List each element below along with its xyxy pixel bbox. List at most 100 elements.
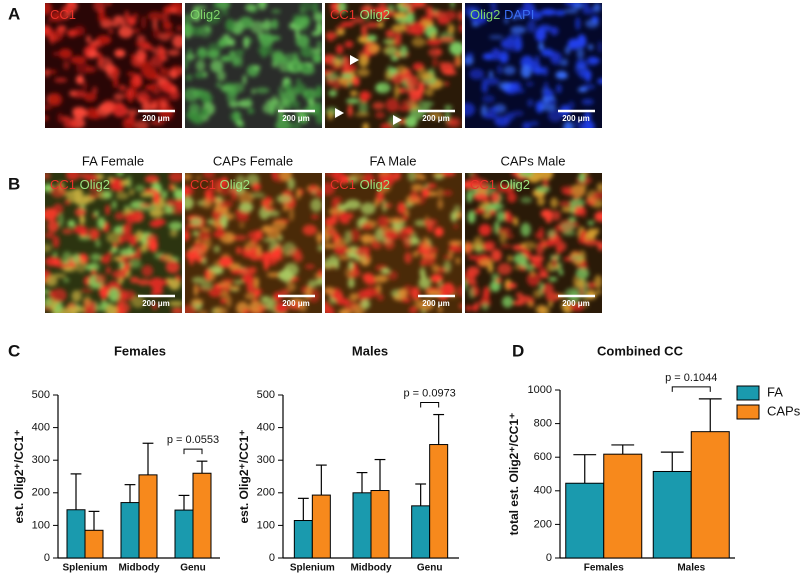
annotation: p = 0.0553 xyxy=(167,434,219,446)
cell xyxy=(437,17,451,25)
cell xyxy=(484,77,500,86)
cell xyxy=(474,301,480,310)
cell xyxy=(263,19,271,32)
cell xyxy=(200,107,209,117)
cell xyxy=(550,51,563,65)
x-tick-label: Genu xyxy=(417,563,443,573)
cell xyxy=(547,261,553,272)
cell xyxy=(152,190,161,205)
cell xyxy=(97,53,103,67)
cell xyxy=(91,269,97,275)
cell xyxy=(573,3,584,9)
cell xyxy=(540,209,553,219)
cell xyxy=(266,210,280,217)
cell xyxy=(355,247,366,257)
cell xyxy=(512,300,525,306)
cell xyxy=(554,10,566,16)
cell xyxy=(45,68,49,78)
cell xyxy=(213,230,226,239)
cell xyxy=(348,260,354,270)
cell xyxy=(345,248,355,253)
cell xyxy=(67,219,76,228)
cell xyxy=(448,245,462,253)
scale-bar-label: 200 μm xyxy=(142,299,170,308)
label-word: DAPI xyxy=(504,7,534,22)
cell xyxy=(325,258,334,269)
cell xyxy=(122,116,136,128)
cell xyxy=(229,285,241,290)
bar xyxy=(411,505,431,559)
arrowhead xyxy=(393,115,402,125)
cell xyxy=(217,282,230,287)
cell xyxy=(88,194,101,199)
significance-bracket xyxy=(671,386,711,392)
cell xyxy=(123,205,130,210)
cell xyxy=(378,3,387,10)
cell xyxy=(377,293,384,301)
cell xyxy=(496,210,506,222)
cell xyxy=(362,173,375,185)
image-label: CC1 xyxy=(50,7,76,22)
cell xyxy=(112,200,117,210)
cell xyxy=(535,242,545,255)
cell xyxy=(509,181,520,188)
micrograph: Olig2 DAPI 200 μm xyxy=(465,3,602,128)
cell xyxy=(177,25,182,32)
cell xyxy=(333,173,344,184)
cell xyxy=(467,210,476,224)
cells xyxy=(45,3,182,128)
cell xyxy=(93,3,106,13)
cell xyxy=(220,85,234,91)
cell xyxy=(420,175,426,180)
cell xyxy=(235,49,245,56)
cell xyxy=(218,256,233,268)
cell xyxy=(358,255,364,262)
cell xyxy=(172,34,182,49)
cell xyxy=(152,18,158,31)
cell xyxy=(579,120,595,128)
cell xyxy=(173,188,182,200)
cell xyxy=(106,232,122,244)
cell xyxy=(231,82,245,93)
bar xyxy=(120,502,140,559)
cell xyxy=(65,173,80,181)
cell xyxy=(569,198,585,208)
cell xyxy=(112,256,124,261)
cell xyxy=(274,302,289,313)
cell xyxy=(159,66,164,74)
cell xyxy=(124,109,140,116)
y-tick-label: 200 xyxy=(257,487,275,499)
label-word: Olig2 xyxy=(360,7,390,22)
cell xyxy=(556,84,562,94)
cell xyxy=(538,42,544,51)
cell xyxy=(168,301,182,306)
cell xyxy=(63,119,78,128)
cell xyxy=(178,4,182,12)
cell xyxy=(481,94,495,104)
cell xyxy=(85,264,95,271)
cell xyxy=(567,38,581,50)
image-label: CC1 Olig2 xyxy=(50,177,110,192)
cell xyxy=(105,204,110,216)
cell xyxy=(157,44,163,51)
cell xyxy=(45,296,52,309)
cell xyxy=(199,24,212,38)
cell xyxy=(185,196,194,210)
cell xyxy=(106,266,111,275)
cell xyxy=(226,90,237,104)
cell xyxy=(122,179,130,186)
x-tick-label: Midbody xyxy=(118,563,160,573)
cell xyxy=(52,252,58,257)
cell xyxy=(191,298,204,305)
cell xyxy=(126,16,137,26)
cell xyxy=(368,43,381,54)
cell xyxy=(114,211,125,221)
cell xyxy=(185,74,193,81)
cell xyxy=(57,112,63,124)
cell xyxy=(47,219,59,233)
cell xyxy=(98,285,110,298)
cell xyxy=(581,7,596,15)
label-word: CC1 xyxy=(50,177,76,192)
cell xyxy=(330,213,338,224)
cell xyxy=(418,277,431,289)
